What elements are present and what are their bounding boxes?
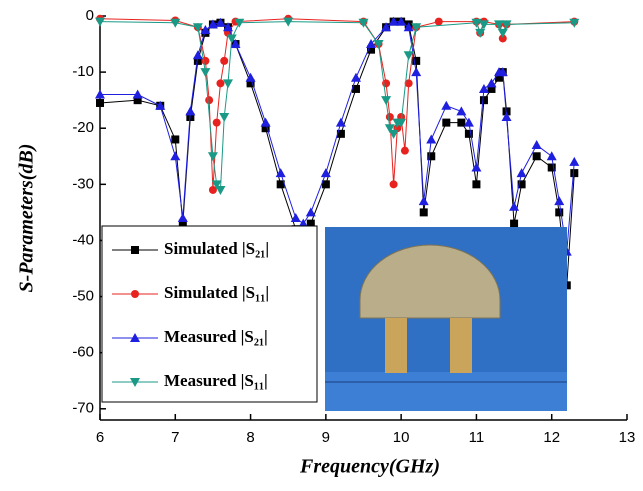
marker: [185, 106, 195, 115]
marker: [213, 119, 221, 127]
legend: Simulated |S₂₁| Simulated |S₁₁| Measured |…: [102, 226, 317, 402]
y-tick-label: -60: [72, 344, 94, 361]
marker: [479, 84, 489, 93]
marker: [381, 96, 391, 105]
marker: [420, 208, 428, 216]
marker: [570, 169, 578, 177]
marker: [193, 50, 203, 59]
marker: [131, 246, 139, 254]
y-tick-label: 0: [86, 7, 94, 24]
marker: [411, 67, 421, 76]
marker: [96, 99, 104, 107]
marker: [171, 135, 179, 143]
series-line: [100, 19, 574, 190]
marker: [532, 140, 542, 149]
x-tick-label: 11: [469, 429, 485, 446]
y-tick-label: -70: [72, 400, 94, 417]
marker: [555, 208, 563, 216]
marker: [472, 180, 480, 188]
marker: [547, 151, 557, 160]
marker: [390, 180, 398, 188]
marker: [351, 73, 361, 82]
marker: [554, 196, 564, 205]
marker: [517, 168, 527, 177]
x-tick-label: 6: [96, 429, 104, 446]
marker: [386, 113, 394, 121]
marker: [208, 152, 218, 161]
y-tick-label: -50: [72, 288, 94, 305]
legend-label: Measured |S₁₁|: [164, 371, 268, 390]
marker: [205, 96, 213, 104]
y-tick-label: -20: [72, 119, 94, 136]
marker: [426, 134, 436, 143]
x-tick-label: 7: [171, 429, 179, 446]
marker: [220, 57, 228, 65]
marker: [464, 118, 474, 127]
marker: [480, 96, 488, 104]
y-tick-label: -30: [72, 175, 94, 192]
marker: [442, 119, 450, 127]
marker: [510, 220, 518, 228]
inset-photo: [325, 227, 567, 411]
marker: [215, 186, 225, 195]
marker: [216, 79, 224, 87]
marker: [170, 151, 180, 160]
x-tick-label: 13: [619, 429, 636, 446]
y-tick-label: -10: [72, 63, 94, 80]
marker: [131, 290, 139, 298]
legend-label: Simulated |S₂₁|: [164, 239, 269, 258]
marker: [533, 152, 541, 160]
marker: [219, 113, 229, 122]
x-tick-label: 10: [393, 429, 410, 446]
marker: [569, 157, 579, 166]
series-line: [100, 22, 574, 252]
legend-label: Simulated |S₁₁|: [164, 283, 269, 302]
x-axis-label: Frequency(GHz): [299, 456, 440, 478]
legend-label: Measured |S₂₁|: [164, 327, 268, 346]
marker: [306, 207, 316, 216]
x-tick-label: 9: [322, 429, 330, 446]
marker: [178, 213, 188, 222]
marker: [435, 18, 443, 26]
marker: [498, 29, 508, 38]
marker: [457, 119, 465, 127]
series-line: [100, 22, 574, 190]
y-axis-label: S-Parameters(dB): [16, 144, 38, 293]
x-tick-label: 8: [246, 429, 254, 446]
marker: [401, 147, 409, 155]
y-tick-label: -40: [72, 231, 94, 248]
marker: [456, 106, 466, 115]
chart: Frequency(GHz) S-Parameters(dB) 0 -10 -20 -…: [0, 0, 643, 486]
marker: [223, 79, 233, 88]
marker: [441, 101, 451, 110]
marker: [419, 196, 429, 205]
marker: [200, 68, 210, 77]
x-tick-label: 12: [543, 429, 560, 446]
